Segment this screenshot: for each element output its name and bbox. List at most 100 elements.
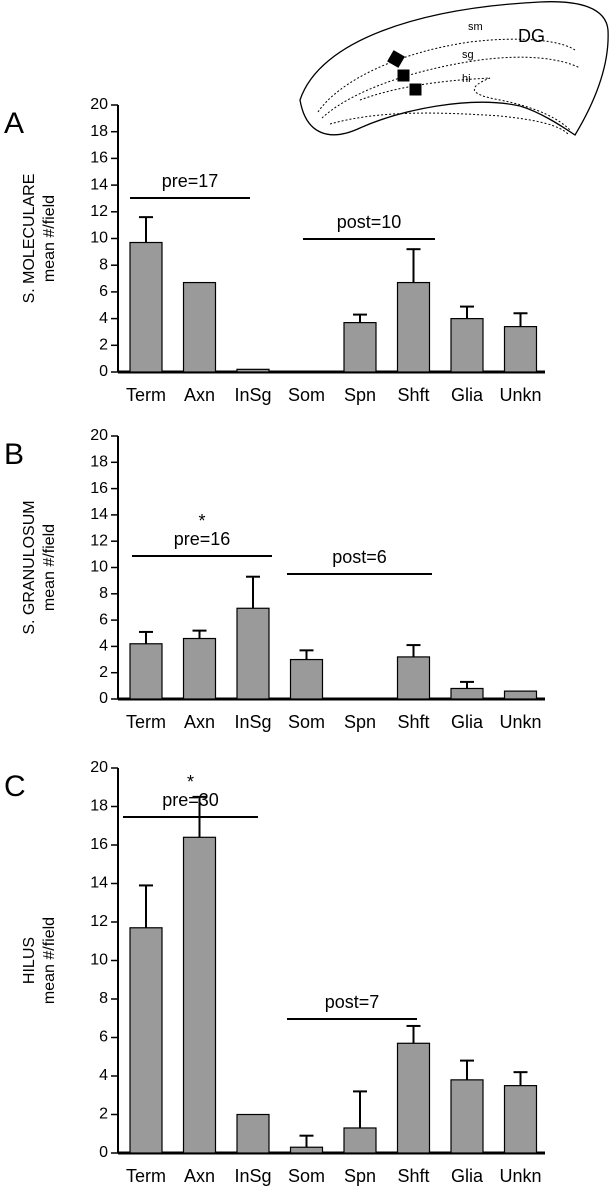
annotation: post=10 [337, 212, 402, 232]
diagram-label: DG [518, 26, 545, 46]
x-tick-label: Glia [451, 385, 484, 405]
layer-line [317, 38, 576, 113]
sample-square [409, 83, 422, 96]
bar [236, 1113, 270, 1154]
y-tick-label: 18 [90, 798, 108, 815]
x-tick-label: Term [126, 712, 166, 732]
y-tick-label: 20 [90, 759, 108, 776]
y-tick-label: 4 [99, 310, 108, 327]
bar [289, 658, 324, 700]
x-tick-label: Axn [184, 385, 215, 405]
bar [182, 836, 217, 1154]
x-tick-label: Glia [451, 1166, 484, 1186]
annotation: pre=16 [174, 529, 231, 549]
bar [396, 281, 431, 373]
y-tick-label: 2 [99, 337, 108, 354]
y-tick-label: 16 [90, 836, 108, 853]
y-tick-label: 2 [99, 664, 108, 681]
bar [289, 1146, 324, 1154]
bar [236, 607, 270, 700]
x-tick-label: Unkn [499, 385, 541, 405]
bar [396, 1042, 431, 1154]
y-axis-label: mean #/field [41, 524, 58, 611]
y-axis-label: mean #/field [41, 917, 58, 1004]
y-tick-label: 16 [90, 480, 108, 497]
annotation: post=7 [325, 992, 380, 1012]
x-tick-label: Unkn [499, 712, 541, 732]
y-tick-label: 8 [99, 990, 108, 1007]
y-tick-label: 10 [90, 952, 108, 969]
x-tick-label: Axn [184, 1166, 215, 1186]
y-tick-label: 10 [90, 559, 108, 576]
y-tick-label: 0 [99, 690, 108, 707]
bar [503, 1085, 538, 1154]
y-tick-label: 6 [99, 611, 108, 628]
bar [182, 281, 217, 373]
y-tick-label: 4 [99, 1067, 108, 1084]
y-tick-label: 10 [90, 230, 108, 247]
x-tick-label: InSg [234, 385, 271, 405]
x-tick-label: InSg [234, 712, 271, 732]
y-tick-label: 14 [90, 875, 108, 892]
y-tick-label: 6 [99, 1029, 108, 1046]
y-tick-label: 4 [99, 638, 108, 655]
y-tick-label: 14 [90, 176, 108, 193]
y-tick-label: 12 [90, 532, 108, 549]
annotation: pre=17 [162, 171, 219, 191]
bar [129, 927, 163, 1154]
x-tick-label: Term [126, 385, 166, 405]
panel-label: C [4, 770, 26, 803]
y-tick-label: 20 [90, 96, 108, 113]
y-tick-label: 16 [90, 150, 108, 167]
x-tick-label: Som [288, 712, 325, 732]
x-tick-label: InSg [234, 1166, 271, 1186]
panel-label: B [4, 438, 24, 471]
y-axis-label: S. MOLECULARE [21, 174, 38, 304]
x-tick-label: Spn [344, 385, 376, 405]
y-axis-label: mean #/field [41, 195, 58, 282]
y-tick-label: 18 [90, 123, 108, 140]
x-tick-label: Term [126, 1166, 166, 1186]
sample-square [387, 50, 405, 68]
y-tick-label: 18 [90, 454, 108, 471]
sample-square [397, 69, 410, 82]
y-tick-label: 8 [99, 585, 108, 602]
y-tick-label: 8 [99, 256, 108, 273]
y-tick-label: 0 [99, 1144, 108, 1161]
bar [129, 241, 163, 373]
bar [343, 1127, 377, 1154]
bar [450, 1079, 484, 1154]
annotation: post=6 [332, 547, 387, 567]
x-tick-label: Glia [451, 712, 484, 732]
x-tick-label: Spn [344, 712, 376, 732]
y-axis-label: HILUS [21, 937, 38, 984]
bar [182, 637, 217, 700]
bar [236, 368, 270, 373]
annotation-star: * [187, 772, 194, 792]
diagram-label: sm [468, 21, 483, 33]
x-tick-label: Axn [184, 712, 215, 732]
diagram-label: hi [462, 73, 471, 85]
x-tick-label: Som [288, 385, 325, 405]
x-tick-label: Som [288, 1166, 325, 1186]
bar [450, 687, 484, 700]
diagram-label: sg [462, 49, 474, 61]
layer-line [359, 77, 571, 131]
y-tick-label: 14 [90, 506, 108, 523]
y-tick-label: 2 [99, 1106, 108, 1123]
annotation-star: * [198, 511, 205, 531]
bar [396, 656, 431, 700]
x-tick-label: Shft [397, 385, 429, 405]
x-tick-label: Spn [344, 1166, 376, 1186]
x-tick-label: Unkn [499, 1166, 541, 1186]
bar [503, 326, 538, 373]
y-axis-label: S. GRANULOSUM [21, 500, 38, 634]
annotation: pre=30 [162, 790, 219, 810]
y-tick-label: 12 [90, 203, 108, 220]
bar [343, 322, 377, 373]
bar [450, 318, 484, 373]
hippocampus-diagram [299, 1, 609, 136]
y-tick-label: 6 [99, 283, 108, 300]
bar [129, 643, 163, 700]
